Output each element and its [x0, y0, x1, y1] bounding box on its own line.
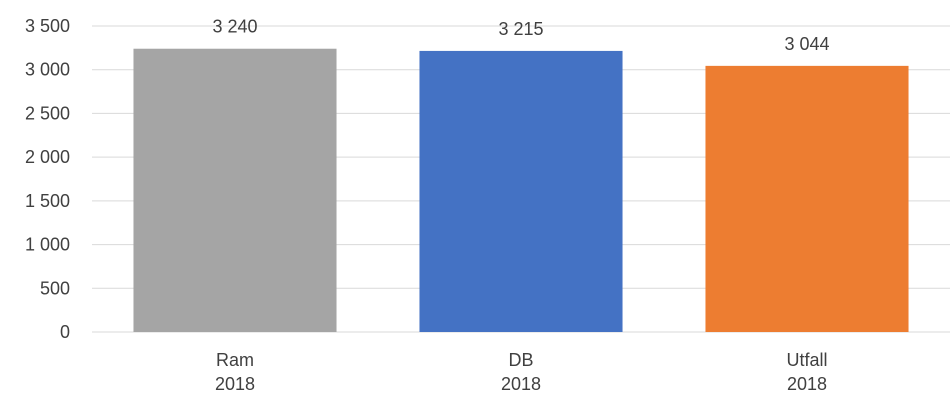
data-label-2: 3 044	[784, 34, 829, 54]
x-tick-label-1-1: 2018	[501, 374, 541, 394]
data-label-1: 3 215	[498, 19, 543, 39]
x-tick-label-0-0: Ram	[216, 350, 254, 370]
bar-0	[133, 48, 337, 332]
x-axis-ticks: Ram 2018 DB 2018 Utfall 2018	[215, 350, 828, 394]
y-tick-label-6: 3 000	[25, 60, 70, 80]
x-tick-label-0-1: 2018	[215, 374, 255, 394]
bars	[133, 48, 909, 332]
bar-2	[705, 65, 909, 332]
data-labels: 3 240 3 215 3 044	[212, 17, 829, 54]
y-tick-label-2: 1 000	[25, 235, 70, 255]
y-tick-label-4: 2 000	[25, 147, 70, 167]
y-tick-label-5: 2 500	[25, 103, 70, 123]
x-tick-label-1-0: DB	[508, 350, 533, 370]
x-tick-label-2-1: 2018	[787, 374, 827, 394]
x-tick-label-2-0: Utfall	[786, 350, 827, 370]
y-tick-label-7: 3 500	[25, 16, 70, 36]
data-label-0: 3 240	[212, 17, 257, 37]
y-tick-label-3: 1 500	[25, 191, 70, 211]
y-axis-ticks: 0 500 1 000 1 500 2 000 2 500 3 000 3 500	[25, 16, 70, 342]
y-tick-label-1: 500	[40, 278, 70, 298]
y-tick-label-0: 0	[60, 322, 70, 342]
bar-1	[419, 50, 623, 332]
